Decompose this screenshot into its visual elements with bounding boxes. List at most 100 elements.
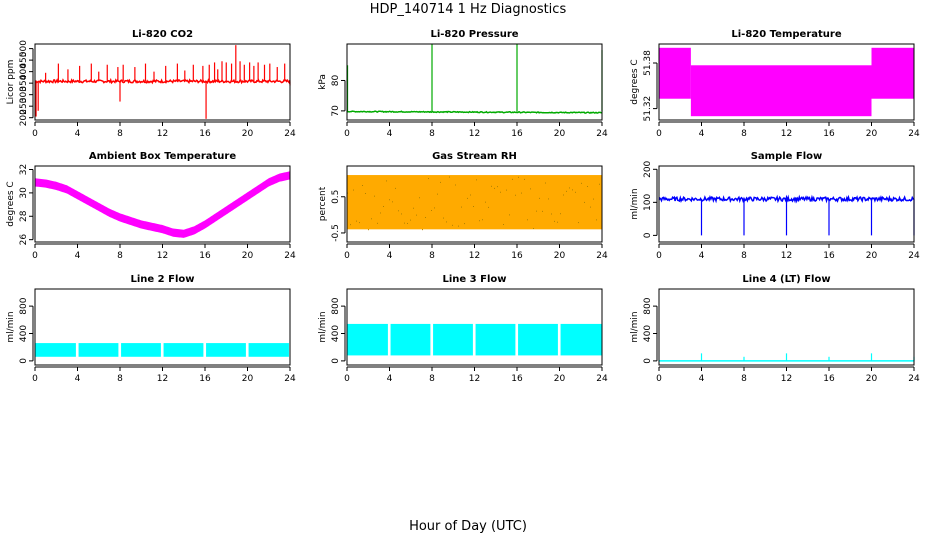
data-dot [536,210,537,212]
x-tick-label: 20 [554,251,566,261]
data-dot [467,197,468,199]
panel-3: Li-820 Temperature 0 4 8 12 16 20 24 51.32 51.38d… [630,29,920,139]
data-dot [461,206,462,208]
x-tick-label: 24 [284,374,296,384]
data-dot [350,224,351,226]
x-tick-label: 4 [387,251,393,261]
y-tick-label: 500 [19,40,29,57]
data-dot [392,201,393,203]
plot-frame [346,165,603,243]
data-dot [371,218,372,220]
data-dot [398,210,399,212]
data-band [347,323,388,356]
data-dot [566,190,567,192]
data-dot [503,224,504,226]
x-tick-label: 24 [284,251,296,261]
plot-frame [658,43,915,121]
y-tick-label: 0 [19,358,29,364]
data-dot [527,219,528,221]
x-tick-label: 24 [908,374,920,384]
data-dot [485,201,486,203]
plot-frame [658,288,915,366]
panel-title: Li-820 Pressure [430,29,518,40]
panel-1: Li-820 CO2 0 4 8 12 16 20 24 2002503003504004505… [6,29,296,139]
data-band [560,323,602,356]
data-dot [359,222,360,224]
data-dot [383,205,384,207]
panel-4: Ambient Box Temperature 0 4 8 12 16 20 24 26 28 30… [6,151,296,261]
data-series [346,110,602,114]
x-tick-label: 8 [117,129,123,139]
x-tick-label: 20 [554,129,566,139]
data-dot [407,222,408,224]
x-tick-label: 4 [699,129,705,139]
data-dot [563,194,564,196]
y-tick-label: 350 [19,74,29,91]
plot-frame [658,165,915,243]
data-band [518,323,558,356]
plot-frame [34,43,291,121]
x-tick-label: 8 [741,129,747,139]
x-tick-label: 16 [199,129,211,139]
x-tick-label: 0 [32,374,38,384]
data-dot [380,212,381,214]
x-tick-label: 8 [429,374,435,384]
x-tick-label: 0 [344,129,350,139]
data-dot [506,189,507,191]
data-layer [659,353,915,362]
data-dot [500,191,501,193]
x-tick-label: 4 [699,251,705,261]
data-band [433,323,473,356]
panel-title: Li-820 CO2 [132,29,193,40]
y-axis-label: ml/min [630,311,640,342]
data-dot [389,199,390,201]
data-band [659,47,691,99]
data-dot [488,206,489,208]
panel-title: Gas Stream RH [432,151,517,162]
plot-frame [34,165,291,243]
y-axis-label: kPa [318,74,328,90]
x-tick-label: 20 [554,374,566,384]
figure-title: HDP_140714 1 Hz Diagnostics [369,2,567,17]
x-tick-label: 8 [429,129,435,139]
data-layer [347,175,602,231]
data-dot [425,216,426,218]
x-tick-label: 0 [656,129,662,139]
x-tick-label: 12 [781,251,792,261]
data-dot [419,197,420,199]
x-tick-label: 16 [511,374,523,384]
data-band [871,47,914,99]
x-tick-label: 20 [242,129,254,139]
x-tick-label: 0 [344,374,350,384]
data-dot [569,187,570,189]
data-dot [599,183,600,185]
x-tick-label: 20 [242,374,254,384]
data-dot [437,193,438,195]
x-tick-label: 24 [596,374,608,384]
data-band [690,65,872,117]
x-axis-title: Hour of Day (UTC) [409,519,527,534]
y-tick-label: 28 [19,210,29,222]
data-dot [473,206,474,208]
data-dot [581,182,582,184]
data-dot [440,181,441,183]
data-band [35,343,76,357]
data-series [34,77,291,85]
y-axis-label: percent [318,186,328,221]
x-tick-label: 24 [908,251,920,261]
data-dot [554,220,555,222]
data-dot [479,220,480,222]
data-dot [515,194,516,196]
x-tick-label: 12 [469,251,480,261]
y-tick-label: 0 [331,358,341,364]
data-band [475,323,516,356]
y-axis-label: ml/min [318,311,328,342]
data-dot [518,176,519,178]
y-axis-label: ml/min [6,311,16,342]
data-dot [533,227,534,229]
data-dot [455,184,456,186]
data-layer [347,323,602,356]
y-tick-label: 0 [643,232,653,238]
data-dot [596,219,597,221]
